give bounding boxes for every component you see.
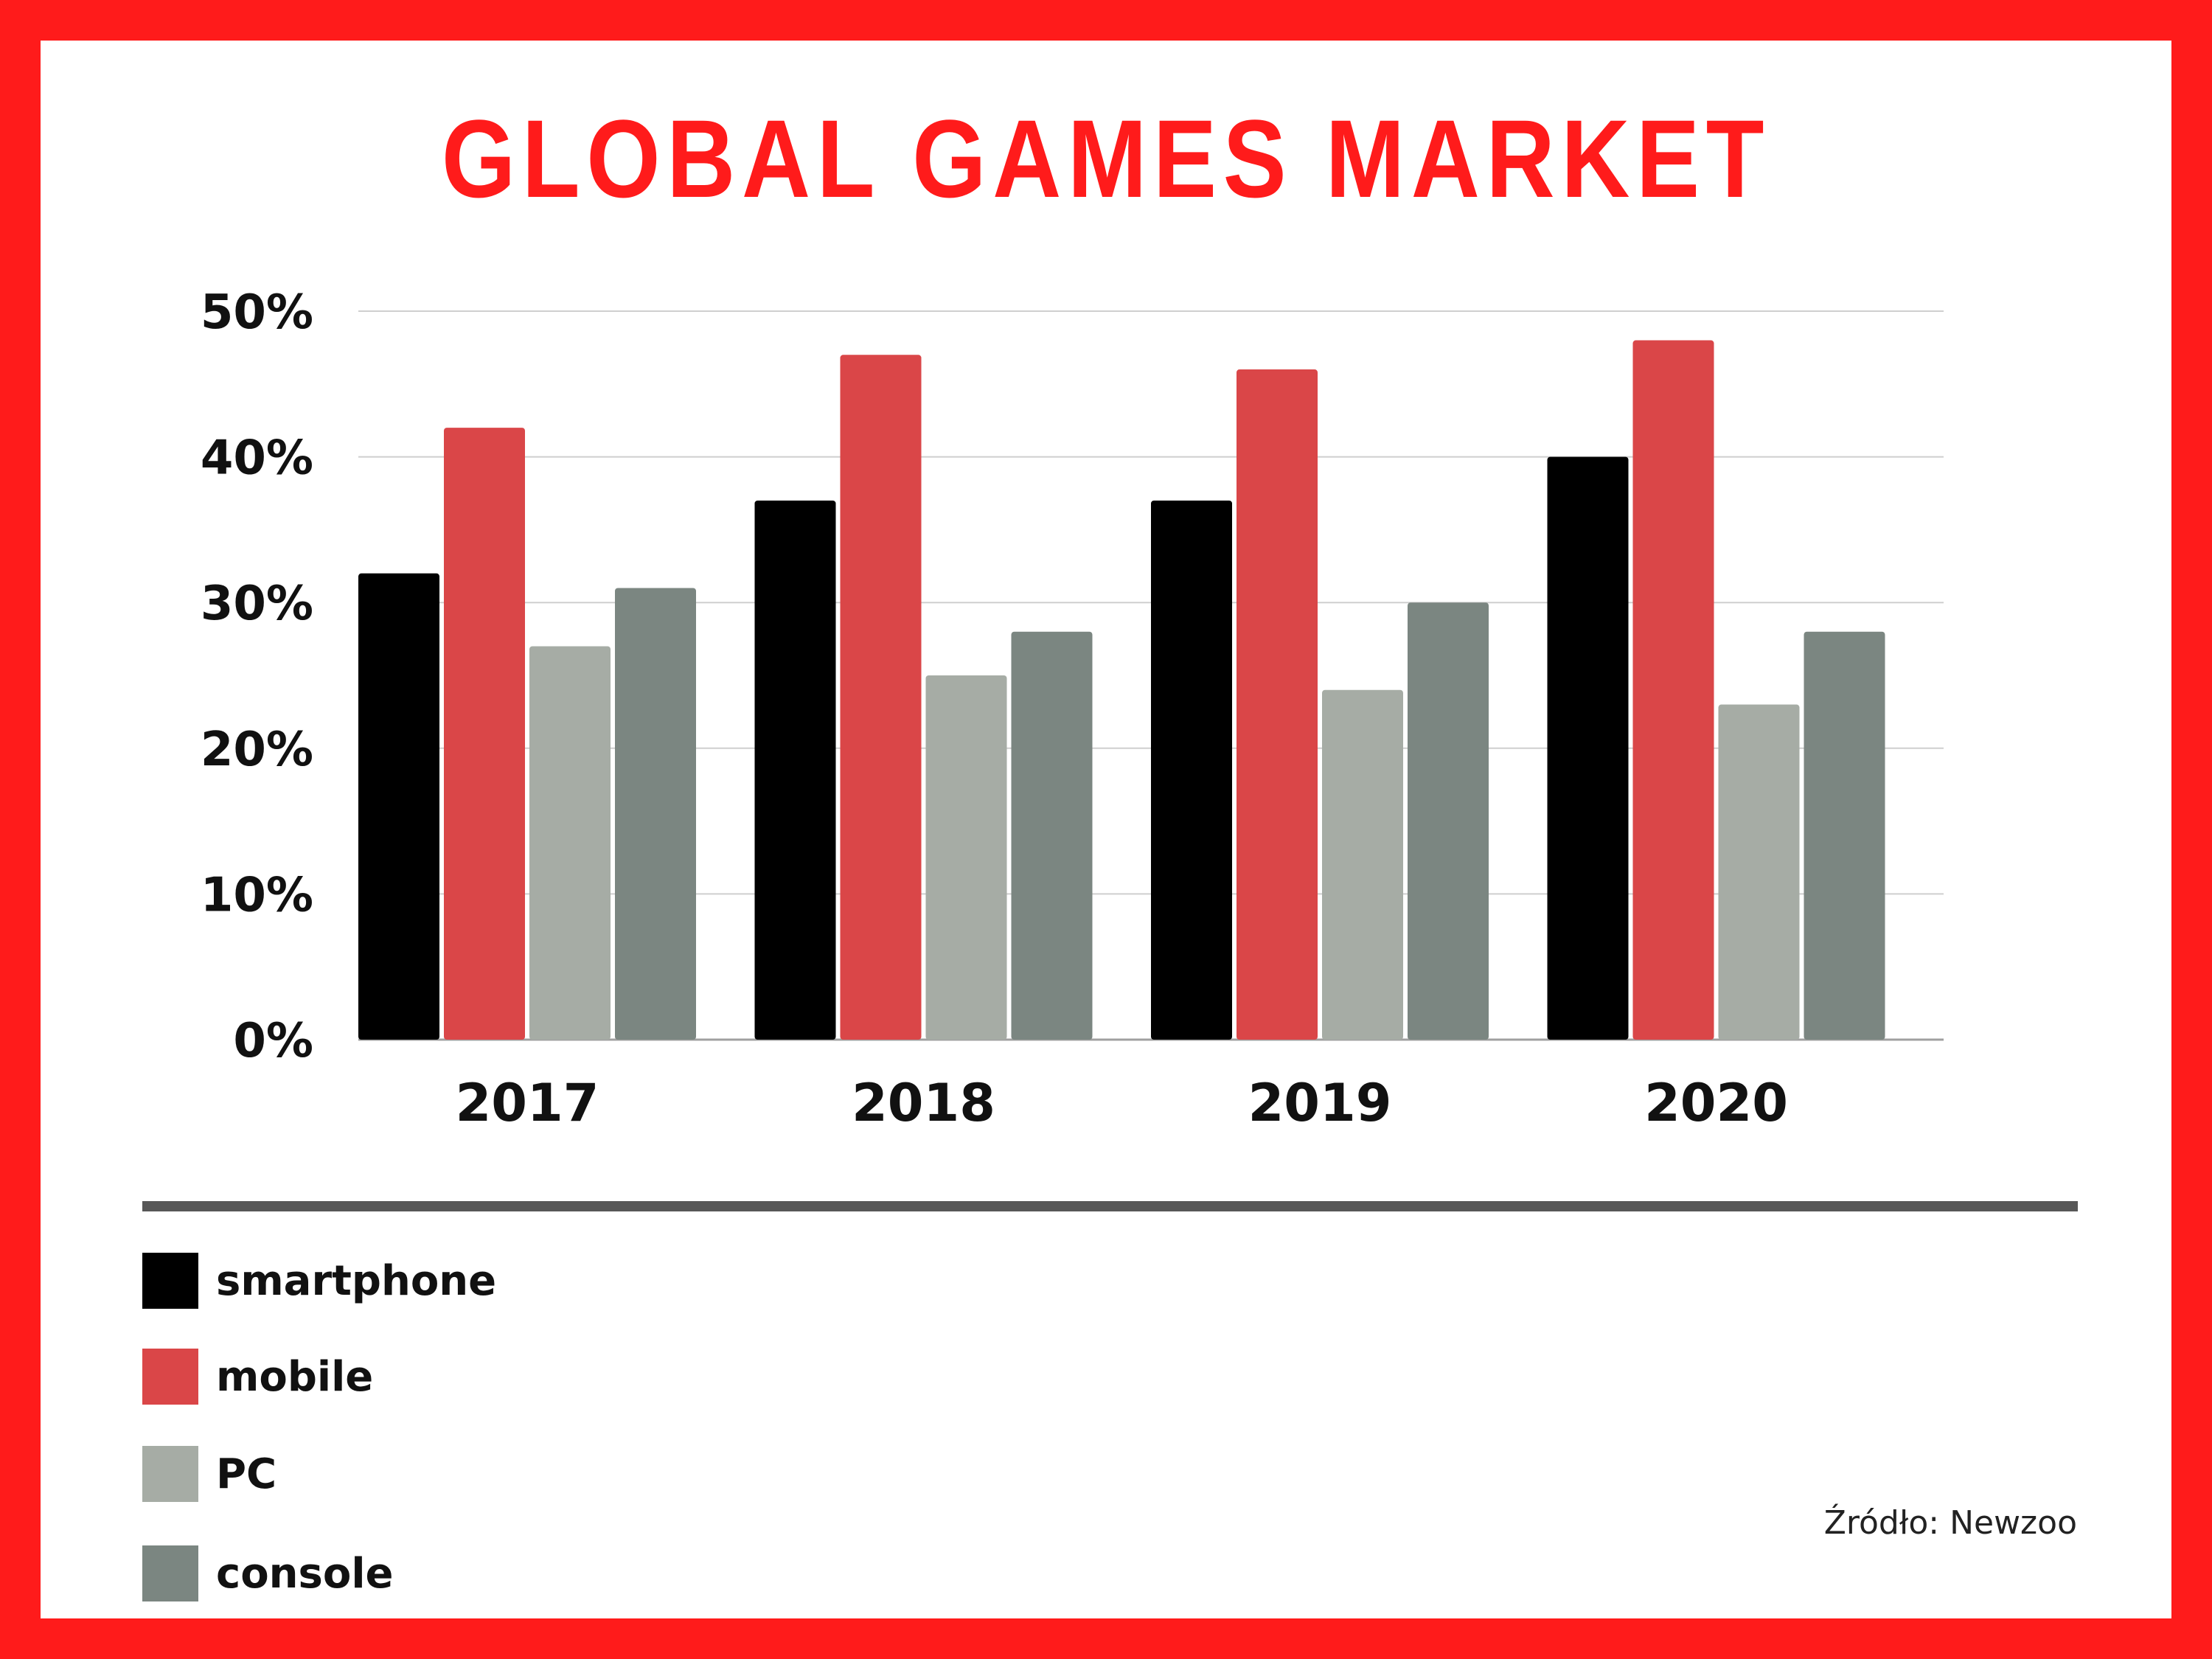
legend-label-pc: PC [216, 1450, 277, 1498]
y-tick-label: 10% [201, 868, 313, 922]
y-tick-label: 30% [201, 577, 313, 631]
legend-item-pc: PC [142, 1446, 276, 1502]
bar-mobile-2019 [1237, 369, 1318, 1040]
legend-swatch-console [142, 1545, 198, 1601]
bar-smartphone-2018 [754, 500, 836, 1040]
bar-mobile-2018 [840, 355, 922, 1040]
bar-smartphone-2017 [358, 573, 439, 1040]
legend-label-mobile: mobile [216, 1352, 374, 1401]
y-tick-label: 40% [201, 431, 313, 486]
legend-label-console: console [216, 1549, 394, 1598]
bar-console-2019 [1408, 602, 1489, 1040]
legend-item-smartphone: smartphone [142, 1253, 496, 1309]
x-tick-label: 2020 [1644, 1073, 1788, 1133]
legend-swatch-pc [142, 1446, 198, 1502]
source-note: Źródło: Newzoo [1823, 1504, 2077, 1542]
legend-swatch-smartphone [142, 1253, 198, 1309]
legend-item-console: console [142, 1545, 394, 1601]
bar-console-2020 [1804, 631, 1885, 1040]
legend-label-smartphone: smartphone [216, 1256, 497, 1305]
bar-mobile-2020 [1632, 340, 1714, 1040]
bar-pc-2019 [1322, 689, 1403, 1040]
legend-item-mobile: mobile [142, 1349, 373, 1405]
bar-smartphone-2020 [1547, 456, 1629, 1040]
bar-pc-2020 [1718, 704, 1800, 1040]
y-tick-label: 20% [201, 723, 313, 777]
y-tick-label: 0% [233, 1014, 313, 1068]
chart-title: GLOBAL GAMES MARKET [441, 97, 1771, 220]
bar-pc-2018 [925, 675, 1007, 1040]
x-tick-label: 2017 [456, 1073, 599, 1133]
bar-console-2018 [1011, 631, 1093, 1040]
bar-mobile-2017 [444, 428, 525, 1040]
bar-smartphone-2019 [1151, 500, 1232, 1040]
legend-swatch-mobile [142, 1349, 198, 1405]
x-tick-label: 2018 [852, 1073, 995, 1133]
legend-divider [142, 1201, 2078, 1211]
bar-pc-2017 [529, 646, 611, 1040]
x-tick-label: 2019 [1248, 1073, 1392, 1133]
y-tick-label: 50% [201, 285, 313, 340]
bar-console-2017 [615, 588, 696, 1040]
